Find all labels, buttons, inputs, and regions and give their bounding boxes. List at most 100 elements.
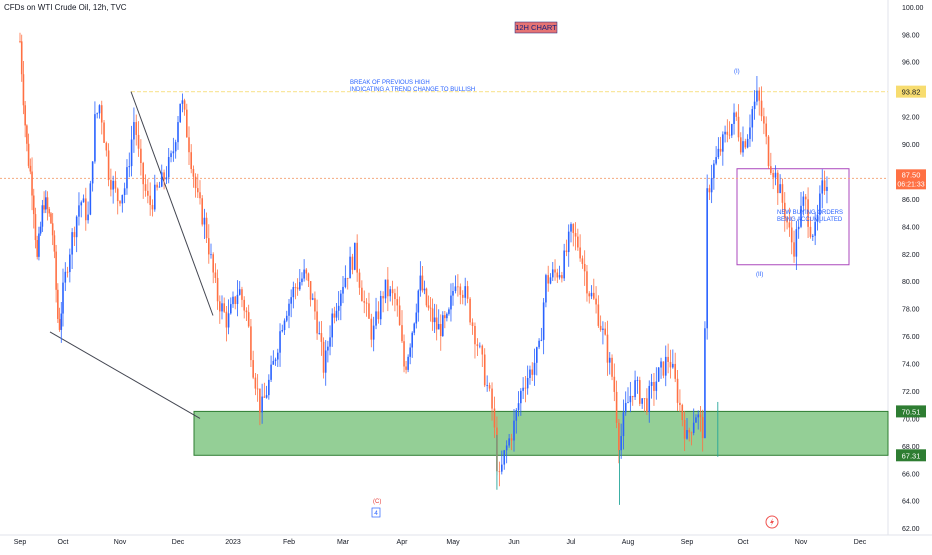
wave-i-label: (I): [734, 69, 740, 75]
candle-body: [121, 194, 124, 204]
candle-body: [227, 313, 230, 328]
candle-body: [167, 157, 170, 178]
time-tick-label: Sep: [14, 539, 27, 546]
candle-body: [513, 420, 515, 441]
candle-body: [130, 139, 133, 167]
candle-body: [329, 337, 331, 347]
candle-body: [401, 325, 403, 342]
candle-body: [767, 136, 770, 167]
candle-body: [165, 177, 168, 180]
candle-body: [201, 198, 203, 225]
candle-body: [715, 157, 717, 164]
lightning-icon[interactable]: [765, 515, 779, 529]
candle-body: [457, 286, 459, 288]
candle-body: [807, 199, 809, 227]
candle-body: [561, 275, 563, 279]
candle-body: [479, 345, 481, 347]
time-tick-label: Oct: [58, 539, 69, 546]
candle-body: [333, 313, 336, 318]
candle-body: [351, 256, 354, 270]
trendline-down: [130, 91, 214, 316]
high-price-tag: 93.82: [896, 85, 926, 98]
candle-body: [413, 323, 416, 333]
candle-body: [551, 269, 554, 278]
candle-body: [292, 287, 295, 298]
candle-body: [503, 450, 506, 465]
price-tick-label: 80.00: [902, 279, 920, 286]
candle-body: [94, 114, 96, 162]
candle-body: [429, 307, 432, 309]
candle-body: [641, 398, 643, 404]
candle-body: [545, 275, 547, 303]
candle-body: [510, 438, 513, 441]
candle-body: [142, 163, 144, 185]
current-price-text: 87.50: [902, 170, 921, 179]
candle-body: [327, 346, 329, 351]
price-tick-label: 74.00: [902, 362, 920, 369]
candle-body: [556, 272, 559, 278]
candle-body: [779, 184, 781, 194]
candle-body: [826, 186, 828, 191]
candle-body: [795, 229, 798, 257]
candle-body: [476, 344, 479, 347]
candle-body: [158, 186, 161, 188]
candle-body: [567, 231, 570, 253]
wave-ii-label: (II): [756, 272, 763, 278]
candle-body: [243, 299, 245, 311]
candle-body: [114, 180, 117, 189]
candle-body: [80, 202, 83, 206]
candle-body: [597, 304, 600, 326]
candle-body: [471, 322, 474, 326]
candle-body: [570, 224, 572, 232]
candle-body: [624, 402, 627, 413]
candle-body: [324, 350, 327, 373]
candle-body: [461, 294, 464, 298]
candle-body: [372, 325, 375, 340]
buying-annotation-line1: NEW BUYING ORDERS: [777, 210, 843, 216]
candle-body: [236, 294, 239, 304]
candle-body: [221, 303, 223, 312]
time-tick-label: Oct: [738, 539, 749, 546]
candle-body: [653, 381, 655, 391]
candle-body: [91, 161, 94, 184]
candle-body: [363, 301, 366, 303]
candle-body: [268, 379, 270, 396]
chart-badge: 12H CHART: [514, 21, 558, 34]
chart-title: CFDs on WTI Crude Oil, 12h, TVC: [4, 3, 127, 12]
candle-body: [415, 312, 418, 324]
candle-body: [245, 310, 248, 313]
zone-bottom-text: 67.31: [902, 451, 921, 460]
candle-body: [744, 141, 747, 148]
candle-body: [32, 195, 35, 215]
candle-body: [69, 254, 71, 273]
candle-body: [354, 242, 356, 270]
candle-body: [299, 282, 301, 290]
candle-body: [531, 369, 534, 375]
price-tick-label: 62.00: [902, 526, 920, 533]
candle-body: [188, 137, 190, 153]
candle-body: [643, 398, 646, 400]
candle-body: [508, 438, 510, 446]
candle-body: [64, 271, 67, 283]
candle-body: [739, 137, 742, 153]
candle-body: [701, 417, 704, 439]
candle-body: [73, 232, 76, 238]
candle-body: [713, 163, 715, 179]
candle-body: [629, 395, 632, 403]
candle-body: [777, 172, 779, 194]
candle-body: [24, 105, 26, 126]
candle-body: [342, 286, 344, 294]
candle-body: [631, 395, 634, 398]
candle-body: [717, 148, 720, 158]
candle-body: [681, 404, 684, 421]
candle-body: [728, 134, 731, 136]
candle-body: [100, 105, 103, 123]
candle-body: [615, 391, 618, 423]
candle-body: [533, 362, 536, 375]
candle-body: [179, 103, 181, 123]
candle-body: [737, 116, 740, 138]
candle-body: [368, 303, 370, 319]
candle-body: [379, 295, 382, 320]
